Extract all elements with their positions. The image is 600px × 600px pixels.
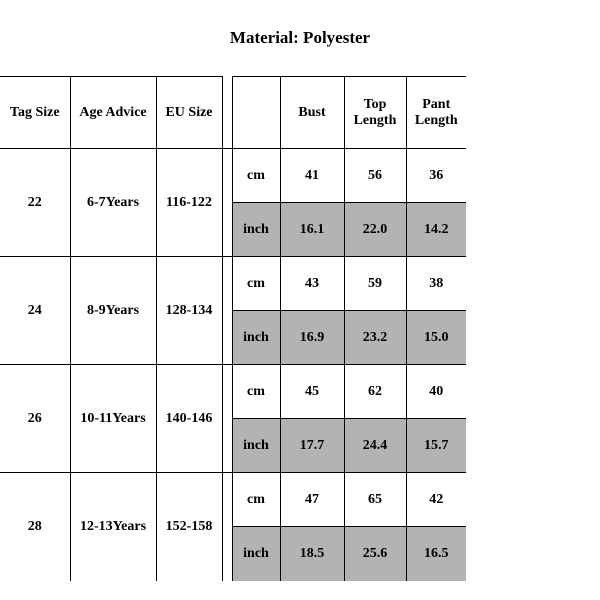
gap-cell	[222, 149, 232, 257]
cell-top-cm: 56	[344, 149, 406, 203]
table-row: 28 12-13Years 152-158 cm 47 65 42	[0, 473, 466, 527]
cell-bust-cm: 41	[280, 149, 344, 203]
cell-eu: 116-122	[156, 149, 222, 257]
col-tag-size: Tag Size	[0, 77, 70, 149]
cell-top-cm: 65	[344, 473, 406, 527]
cell-pant-cm: 38	[406, 257, 466, 311]
cell-pant-inch: 16.5	[406, 527, 466, 581]
cell-bust-cm: 45	[280, 365, 344, 419]
cell-top-cm: 62	[344, 365, 406, 419]
cell-pant-inch: 15.7	[406, 419, 466, 473]
cell-unit: inch	[232, 203, 280, 257]
cell-tag: 22	[0, 149, 70, 257]
cell-top-cm: 59	[344, 257, 406, 311]
page-title: Material: Polyester	[0, 28, 600, 48]
cell-unit: inch	[232, 527, 280, 581]
col-eu-size: EU Size	[156, 77, 222, 149]
table-header-row: Tag Size Age Advice EU Size Bust Top Len…	[0, 77, 466, 149]
cell-top-inch: 25.6	[344, 527, 406, 581]
cell-bust-cm: 47	[280, 473, 344, 527]
cell-bust-inch: 16.1	[280, 203, 344, 257]
cell-eu: 152-158	[156, 473, 222, 581]
cell-pant-cm: 42	[406, 473, 466, 527]
cell-pant-inch: 14.2	[406, 203, 466, 257]
cell-pant-cm: 36	[406, 149, 466, 203]
table-row: 26 10-11Years 140-146 cm 45 62 40	[0, 365, 466, 419]
col-bust: Bust	[280, 77, 344, 149]
cell-age: 10-11Years	[70, 365, 156, 473]
cell-bust-inch: 17.7	[280, 419, 344, 473]
cell-bust-cm: 43	[280, 257, 344, 311]
cell-unit: cm	[232, 365, 280, 419]
col-unit-blank	[232, 77, 280, 149]
table-row: 22 6-7Years 116-122 cm 41 56 36	[0, 149, 466, 203]
cell-bust-inch: 18.5	[280, 527, 344, 581]
cell-tag: 24	[0, 257, 70, 365]
cell-unit: inch	[232, 419, 280, 473]
cell-age: 6-7Years	[70, 149, 156, 257]
cell-tag: 28	[0, 473, 70, 581]
cell-unit: inch	[232, 311, 280, 365]
cell-eu: 128-134	[156, 257, 222, 365]
cell-pant-inch: 15.0	[406, 311, 466, 365]
cell-unit: cm	[232, 473, 280, 527]
cell-top-inch: 24.4	[344, 419, 406, 473]
cell-unit: cm	[232, 149, 280, 203]
col-top-length: Top Length	[344, 77, 406, 149]
cell-top-inch: 23.2	[344, 311, 406, 365]
cell-age: 8-9Years	[70, 257, 156, 365]
col-pant-length: Pant Length	[406, 77, 466, 149]
cell-tag: 26	[0, 365, 70, 473]
col-age-advice: Age Advice	[70, 77, 156, 149]
gap-cell	[222, 77, 232, 149]
table-row: 24 8-9Years 128-134 cm 43 59 38	[0, 257, 466, 311]
page: Material: Polyester Tag Size Age Advice …	[0, 0, 600, 600]
cell-top-inch: 22.0	[344, 203, 406, 257]
cell-age: 12-13Years	[70, 473, 156, 581]
cell-eu: 140-146	[156, 365, 222, 473]
gap-cell	[222, 473, 232, 581]
cell-bust-inch: 16.9	[280, 311, 344, 365]
cell-unit: cm	[232, 257, 280, 311]
size-table: Tag Size Age Advice EU Size Bust Top Len…	[0, 76, 466, 581]
gap-cell	[222, 365, 232, 473]
gap-cell	[222, 257, 232, 365]
cell-pant-cm: 40	[406, 365, 466, 419]
